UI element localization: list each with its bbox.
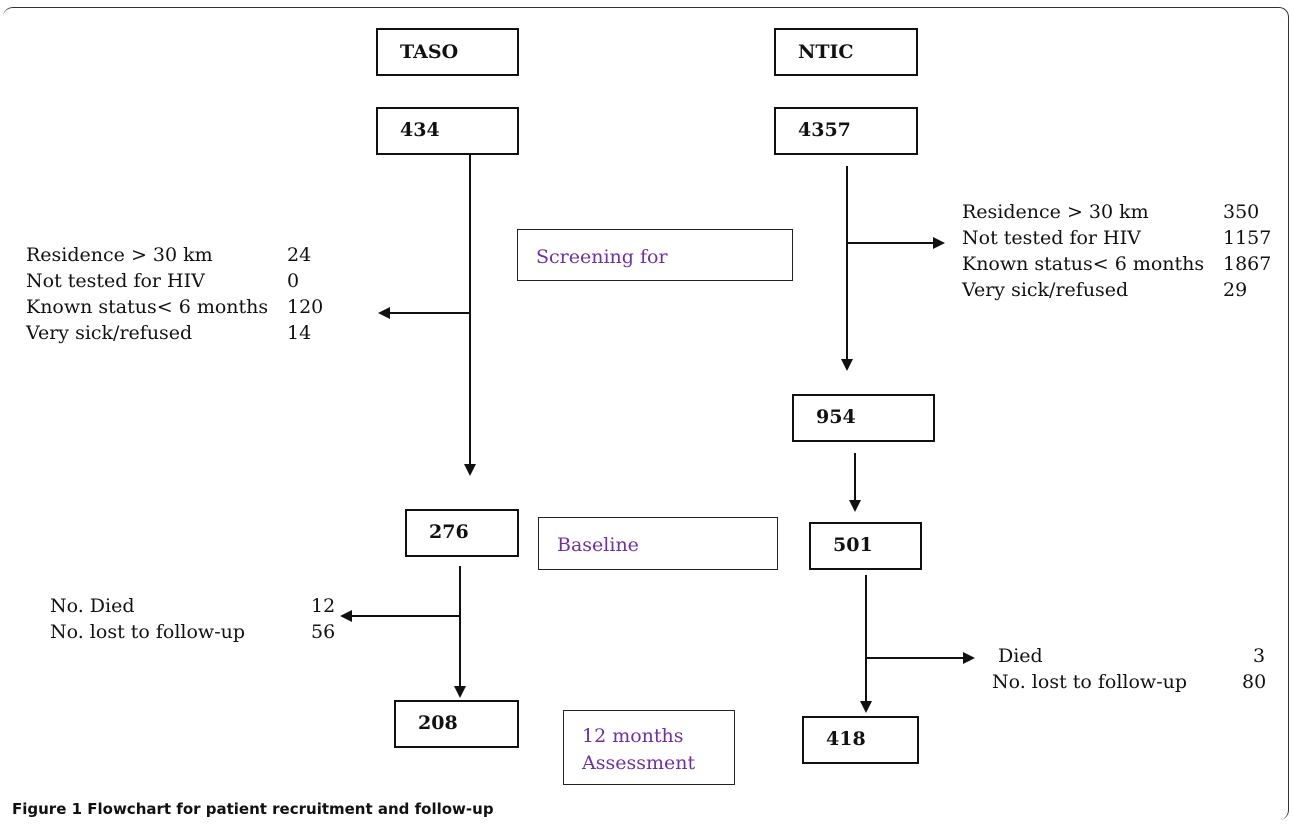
figure-frame xyxy=(3,7,1289,820)
baseline-stage-label: Baseline xyxy=(557,534,639,556)
ntic-baseline-count: 501 xyxy=(833,534,873,556)
ntic-loss-value: 80 xyxy=(1242,671,1267,693)
ntic-exclusion-value: 1867 xyxy=(1223,253,1272,275)
taso-screened-count: 434 xyxy=(400,119,440,141)
taso-exclusion-label: Known status< 6 months xyxy=(26,296,269,318)
ntic-site-box: NTIC xyxy=(774,28,918,76)
taso-exclusion-value: 14 xyxy=(287,322,312,344)
ntic-loss-label: Died xyxy=(998,645,1043,667)
taso-exclusion-label: Very sick/refused xyxy=(26,322,193,344)
ntic-exclusion-label: Residence > 30 km xyxy=(962,201,1149,223)
ntic-baseline-box: 501 xyxy=(809,522,922,570)
taso-baseline-box: 276 xyxy=(405,509,519,557)
taso-site-box: TASO xyxy=(376,28,519,76)
ntic-eligible-count: 954 xyxy=(816,406,856,428)
ntic-screened-box: 4357 xyxy=(774,107,918,155)
ntic-screened-count: 4357 xyxy=(798,119,851,141)
taso-loss-value: 12 xyxy=(311,595,336,617)
assessment-stage-label-line1: 12 months xyxy=(582,725,684,747)
assessment-stage-label-line2: Assessment xyxy=(582,752,696,774)
ntic-exclusion-label: Known status< 6 months xyxy=(962,253,1205,275)
ntic-loss-value: 3 xyxy=(1253,645,1266,667)
taso-exclusion-label: Residence > 30 km xyxy=(26,244,213,266)
baseline-stage-box: Baseline xyxy=(538,517,778,570)
taso-exclusion-value: 120 xyxy=(287,296,324,318)
taso-final-box: 208 xyxy=(394,700,519,748)
screening-stage-label: Screening for xyxy=(536,246,668,268)
taso-loss-label: No. lost to follow-up xyxy=(50,621,246,643)
taso-screened-box: 434 xyxy=(376,107,519,155)
taso-loss-value: 56 xyxy=(311,621,336,643)
taso-loss-label: No. Died xyxy=(50,595,135,617)
ntic-exclusion-label: Very sick/refused xyxy=(962,279,1129,301)
taso-site-label: TASO xyxy=(400,41,459,63)
ntic-exclusion-label: Not tested for HIV xyxy=(962,227,1141,249)
ntic-final-box: 418 xyxy=(802,716,919,764)
ntic-eligible-box: 954 xyxy=(792,394,935,442)
ntic-site-label: NTIC xyxy=(798,41,854,63)
ntic-exclusion-value: 29 xyxy=(1223,279,1248,301)
taso-baseline-count: 276 xyxy=(429,521,469,543)
figure-caption: Figure 1 Flowchart for patient recruitme… xyxy=(12,800,494,818)
taso-exclusion-label: Not tested for HIV xyxy=(26,270,205,292)
screening-stage-box: Screening for xyxy=(517,229,793,281)
taso-exclusion-value: 24 xyxy=(287,244,312,266)
ntic-exclusion-value: 350 xyxy=(1223,201,1260,223)
ntic-final-count: 418 xyxy=(826,728,866,750)
taso-final-count: 208 xyxy=(418,712,458,734)
ntic-exclusion-value: 1157 xyxy=(1223,227,1272,249)
ntic-loss-label: No. lost to follow-up xyxy=(992,671,1188,693)
assessment-stage-box: 12 months Assessment xyxy=(563,710,735,785)
taso-exclusion-value: 0 xyxy=(287,270,300,292)
